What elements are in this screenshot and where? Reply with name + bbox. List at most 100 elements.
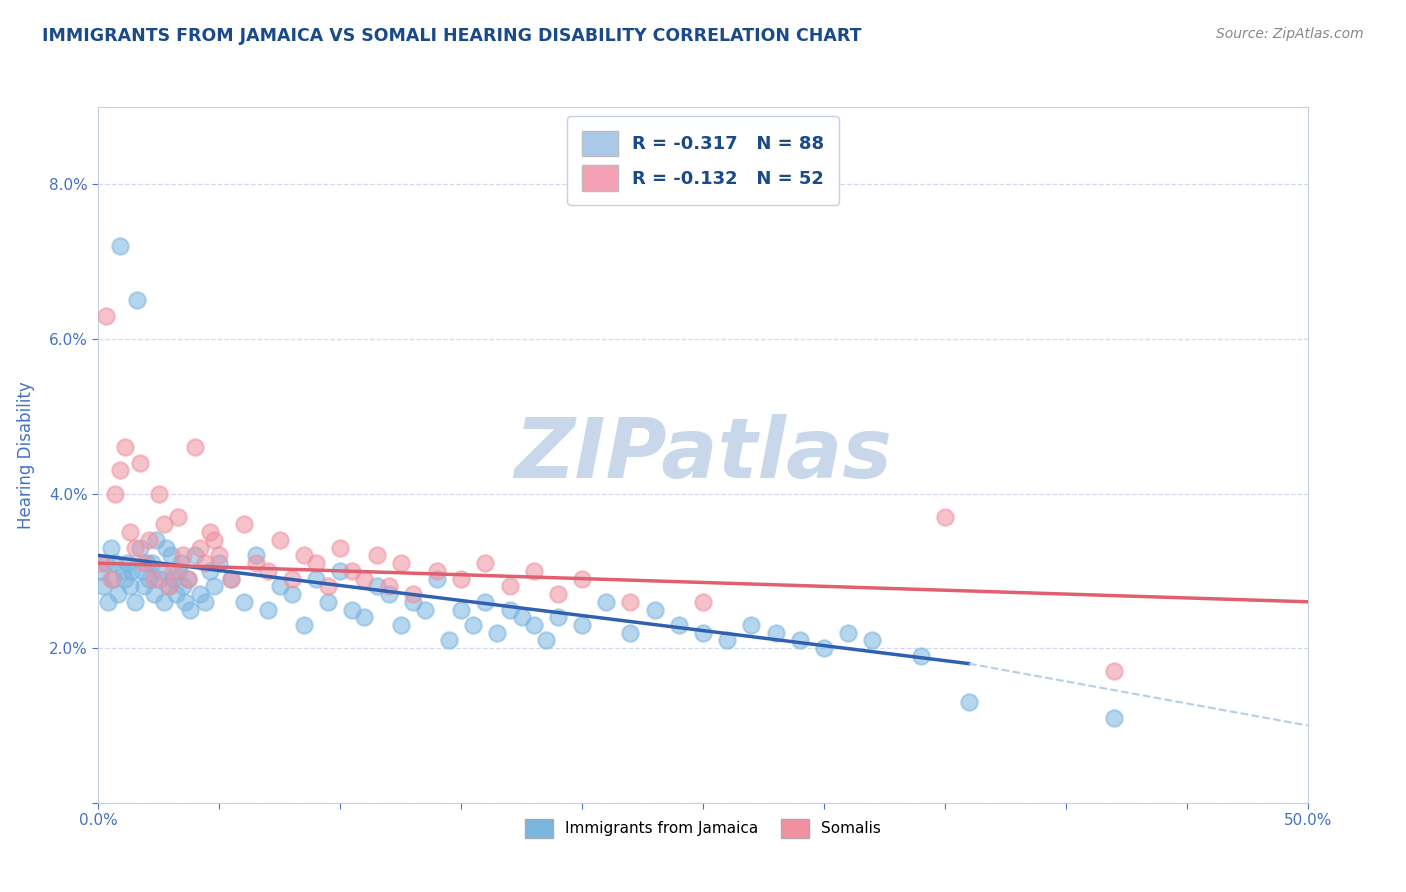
- Y-axis label: Hearing Disability: Hearing Disability: [17, 381, 35, 529]
- Point: [281, 587, 304, 601]
- Point: [353, 610, 375, 624]
- Point: [134, 556, 156, 570]
- Point: [450, 602, 472, 616]
- Point: [486, 625, 509, 640]
- Point: [118, 525, 141, 540]
- Point: [619, 595, 641, 609]
- Point: [498, 602, 520, 616]
- Point: [463, 618, 485, 632]
- Point: [188, 587, 211, 601]
- Point: [165, 587, 187, 601]
- Point: [860, 633, 883, 648]
- Point: [100, 572, 122, 586]
- Point: [402, 587, 425, 601]
- Point: [1102, 711, 1125, 725]
- Point: [668, 618, 690, 632]
- Point: [100, 541, 122, 555]
- Point: [292, 549, 315, 563]
- Point: [957, 695, 980, 709]
- Point: [114, 572, 136, 586]
- Point: [90, 556, 112, 570]
- Point: [152, 595, 174, 609]
- Point: [172, 549, 194, 563]
- Text: Source: ZipAtlas.com: Source: ZipAtlas.com: [1216, 27, 1364, 41]
- Point: [94, 309, 117, 323]
- Point: [179, 602, 201, 616]
- Point: [389, 618, 412, 632]
- Point: [389, 556, 412, 570]
- Point: [108, 239, 131, 253]
- Point: [169, 556, 191, 570]
- Point: [208, 549, 231, 563]
- Point: [128, 541, 150, 555]
- Point: [534, 633, 557, 648]
- Point: [198, 564, 221, 578]
- Point: [128, 456, 150, 470]
- Point: [104, 486, 127, 500]
- Point: [167, 509, 190, 524]
- Point: [135, 556, 157, 570]
- Point: [101, 572, 124, 586]
- Point: [150, 564, 173, 578]
- Point: [329, 564, 352, 578]
- Point: [316, 579, 339, 593]
- Point: [547, 610, 569, 624]
- Point: [143, 587, 166, 601]
- Point: [716, 633, 738, 648]
- Point: [108, 463, 131, 477]
- Point: [316, 595, 339, 609]
- Point: [134, 579, 156, 593]
- Point: [619, 625, 641, 640]
- Point: [167, 564, 190, 578]
- Point: [157, 579, 180, 593]
- Point: [256, 602, 278, 616]
- Point: [740, 618, 762, 632]
- Point: [184, 549, 207, 563]
- Point: [104, 556, 127, 570]
- Point: [789, 633, 811, 648]
- Point: [450, 572, 472, 586]
- Point: [127, 293, 149, 308]
- Point: [177, 572, 200, 586]
- Point: [413, 602, 436, 616]
- Point: [162, 572, 184, 586]
- Point: [91, 579, 114, 593]
- Point: [426, 572, 449, 586]
- Point: [692, 595, 714, 609]
- Text: ZIPatlas: ZIPatlas: [515, 415, 891, 495]
- Point: [148, 572, 170, 586]
- Point: [245, 549, 267, 563]
- Point: [198, 525, 221, 540]
- Point: [124, 595, 146, 609]
- Point: [94, 556, 117, 570]
- Legend: Immigrants from Jamaica, Somalis: Immigrants from Jamaica, Somalis: [519, 813, 887, 844]
- Point: [292, 618, 315, 632]
- Point: [571, 572, 593, 586]
- Point: [934, 509, 956, 524]
- Point: [474, 595, 496, 609]
- Point: [148, 486, 170, 500]
- Point: [177, 572, 200, 586]
- Point: [402, 595, 425, 609]
- Point: [160, 549, 183, 563]
- Point: [342, 602, 364, 616]
- Point: [188, 541, 211, 555]
- Point: [107, 587, 129, 601]
- Point: [131, 564, 153, 578]
- Point: [426, 564, 449, 578]
- Point: [281, 572, 304, 586]
- Point: [157, 579, 180, 593]
- Point: [329, 541, 352, 555]
- Point: [141, 556, 163, 570]
- Point: [377, 579, 399, 593]
- Point: [121, 564, 143, 578]
- Point: [437, 633, 460, 648]
- Point: [138, 533, 160, 547]
- Point: [765, 625, 787, 640]
- Point: [377, 587, 399, 601]
- Point: [145, 533, 167, 547]
- Point: [342, 564, 364, 578]
- Point: [221, 572, 243, 586]
- Point: [813, 641, 835, 656]
- Point: [547, 587, 569, 601]
